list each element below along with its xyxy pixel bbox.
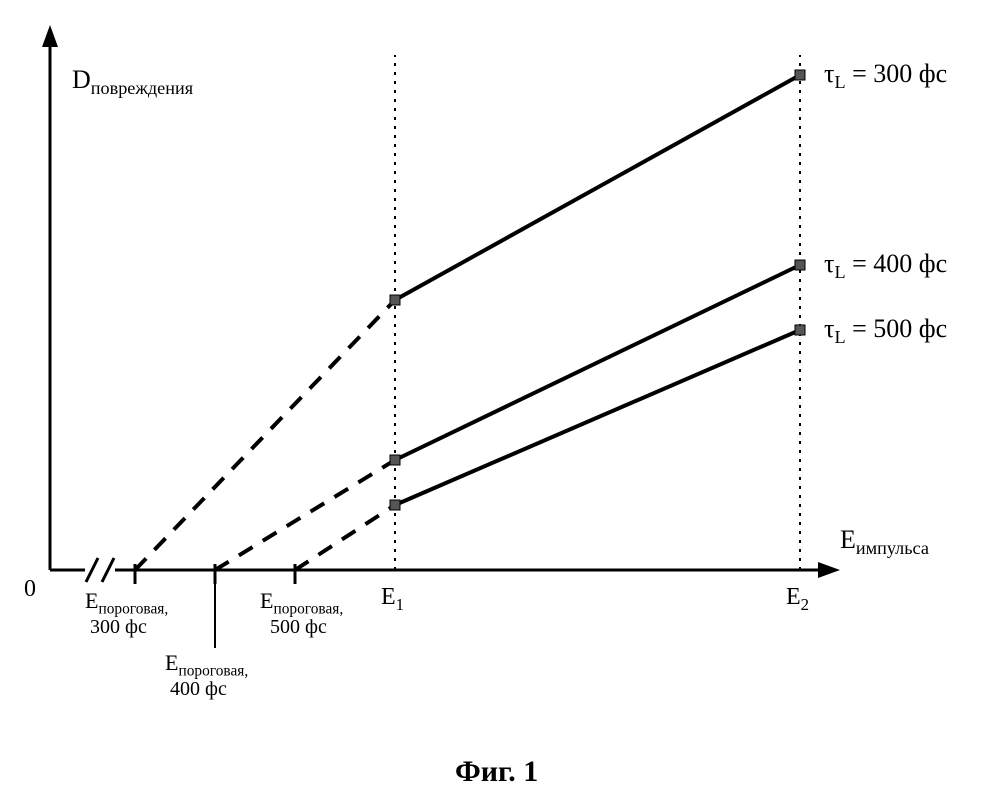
marker-400-E2: [795, 260, 806, 271]
x-tick-th500-l1: Eпороговая,: [260, 588, 343, 618]
x-tick-th300-l2: 300 фс: [90, 616, 147, 639]
marker-500-E1: [390, 500, 401, 511]
x-tick-E2: E2: [786, 584, 809, 615]
chart-svg: [0, 0, 999, 809]
marker-300-E2: [795, 70, 806, 81]
marker-500-E2: [795, 325, 806, 336]
series-label-500: τL = 500 фс: [824, 314, 947, 348]
x-tick-th500-l2: 500 фс: [270, 616, 327, 639]
x-tick-E1: E1: [381, 584, 404, 615]
series-label-300: τL = 300 фс: [824, 59, 947, 93]
x-axis-label: Eимпульса: [840, 525, 929, 559]
origin-label: 0: [24, 576, 36, 603]
y-axis-label: Dповреждения: [72, 65, 193, 99]
series-label-400: τL = 400 фс: [824, 249, 947, 283]
marker-400-E1: [390, 455, 401, 466]
x-tick-th400-l1: Eпороговая,: [165, 650, 248, 680]
figure-caption: Фиг. 1: [455, 755, 538, 789]
x-tick-th300-l1: Eпороговая,: [85, 588, 168, 618]
marker-300-E1: [390, 295, 401, 306]
chart-stage: { "chart": { "type": "line", "background…: [0, 0, 999, 809]
x-tick-th400-l2: 400 фс: [170, 678, 227, 701]
